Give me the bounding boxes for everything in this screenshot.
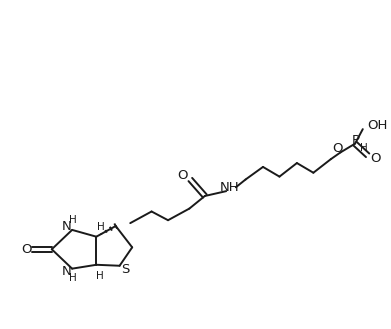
Text: H: H [69, 273, 77, 283]
Text: H: H [96, 271, 104, 281]
Text: H: H [360, 142, 368, 153]
Text: O: O [178, 169, 188, 182]
Text: NH: NH [220, 181, 240, 194]
Text: OH: OH [368, 119, 388, 132]
Text: N: N [61, 265, 71, 278]
Text: O: O [371, 152, 381, 165]
Text: P: P [352, 134, 360, 147]
Text: H: H [97, 222, 105, 232]
Text: O: O [332, 142, 343, 155]
Text: O: O [22, 243, 32, 256]
Text: S: S [121, 263, 129, 276]
Text: N: N [61, 220, 71, 234]
Text: H: H [69, 215, 77, 225]
